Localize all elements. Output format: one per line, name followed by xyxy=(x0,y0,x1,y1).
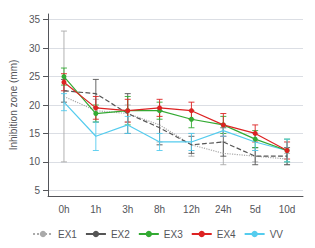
svg-text:3h: 3h xyxy=(122,204,133,215)
svg-text:EX4: EX4 xyxy=(217,229,236,240)
svg-text:30: 30 xyxy=(29,43,41,54)
svg-text:EX3: EX3 xyxy=(164,229,183,240)
svg-text:5: 5 xyxy=(34,185,40,196)
svg-text:VV: VV xyxy=(270,229,284,240)
svg-text:EX1: EX1 xyxy=(58,229,77,240)
svg-text:8h: 8h xyxy=(154,204,165,215)
svg-text:0h: 0h xyxy=(58,204,69,215)
svg-text:15: 15 xyxy=(29,128,41,139)
svg-text:EX2: EX2 xyxy=(111,229,130,240)
svg-text:20: 20 xyxy=(29,100,41,111)
svg-text:35: 35 xyxy=(29,14,41,25)
svg-text:12h: 12h xyxy=(183,204,200,215)
svg-text:1h: 1h xyxy=(90,204,101,215)
svg-text:25: 25 xyxy=(29,71,41,82)
svg-text:5d: 5d xyxy=(250,204,261,215)
svg-text:10d: 10d xyxy=(279,204,296,215)
svg-text:Inhibition zone (mm): Inhibition zone (mm) xyxy=(8,60,19,151)
svg-text:24h: 24h xyxy=(215,204,232,215)
svg-text:10: 10 xyxy=(29,156,41,167)
